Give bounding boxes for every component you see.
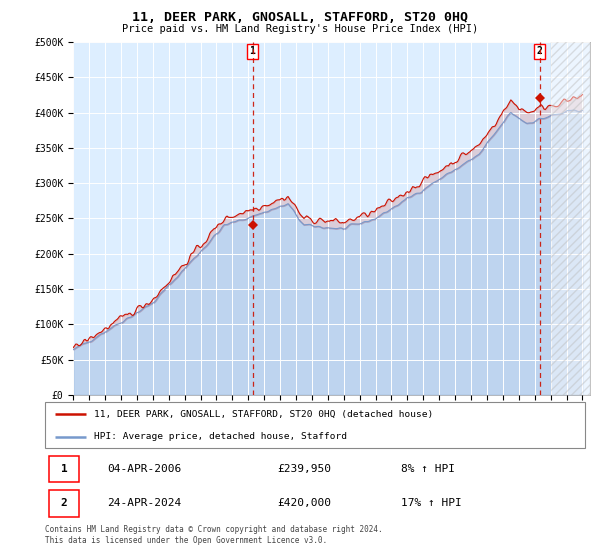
Bar (49, 490, 79, 517)
Text: 1: 1 (61, 464, 67, 474)
Text: 24-APR-2024: 24-APR-2024 (107, 498, 181, 508)
Text: Contains HM Land Registry data © Crown copyright and database right 2024.
This d: Contains HM Land Registry data © Crown c… (45, 525, 383, 545)
Text: 11, DEER PARK, GNOSALL, STAFFORD, ST20 0HQ: 11, DEER PARK, GNOSALL, STAFFORD, ST20 0… (132, 11, 468, 24)
Text: 17% ↑ HPI: 17% ↑ HPI (401, 498, 462, 508)
Text: Price paid vs. HM Land Registry's House Price Index (HPI): Price paid vs. HM Land Registry's House … (122, 24, 478, 34)
Text: 11, DEER PARK, GNOSALL, STAFFORD, ST20 0HQ (detached house): 11, DEER PARK, GNOSALL, STAFFORD, ST20 0… (94, 410, 433, 419)
Text: 8% ↑ HPI: 8% ↑ HPI (401, 464, 455, 474)
Text: £239,950: £239,950 (277, 464, 331, 474)
Text: 04-APR-2006: 04-APR-2006 (107, 464, 181, 474)
Text: 2: 2 (61, 498, 67, 508)
Text: 1: 1 (250, 46, 256, 56)
Bar (49, 455, 79, 482)
Text: 2: 2 (537, 46, 543, 56)
Text: HPI: Average price, detached house, Stafford: HPI: Average price, detached house, Staf… (94, 432, 347, 441)
Text: £420,000: £420,000 (277, 498, 331, 508)
